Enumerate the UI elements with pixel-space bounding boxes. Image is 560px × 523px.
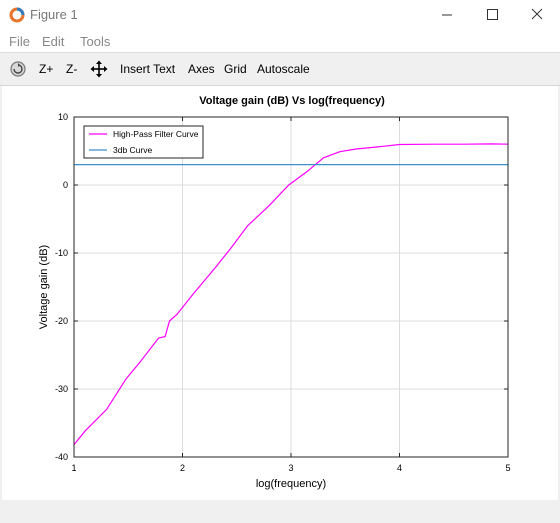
legend-label-3db: 3db Curve <box>113 145 152 155</box>
y-tick-label: -30 <box>55 384 68 394</box>
x-axis-label: log(frequency) <box>256 478 326 490</box>
y-tick-label: -10 <box>55 248 68 258</box>
close-icon <box>531 8 543 20</box>
rotate-icon[interactable] <box>9 60 27 78</box>
x-tick-label: 1 <box>71 463 76 473</box>
y-tick-label: -20 <box>55 316 68 326</box>
close-button[interactable] <box>514 0 560 30</box>
x-tick-label: 2 <box>180 463 185 473</box>
window-title: Figure 1 <box>30 7 78 22</box>
y-tick-label: 0 <box>63 180 68 190</box>
insert-text-button[interactable]: Insert Text <box>120 62 176 76</box>
chart-title: Voltage gain (dB) Vs log(frequency) <box>199 95 385 107</box>
line-chart: 1 2 3 4 5 -40 -30 -20 -10 0 10 Voltage gain (dB) V… <box>38 95 511 490</box>
menu-file[interactable]: File <box>9 34 30 49</box>
legend: High-Pass Filter Curve 3db Curve <box>83 125 204 159</box>
y-axis-label: Voltage gain (dB) <box>38 245 50 329</box>
menu-edit[interactable]: Edit <box>42 34 65 49</box>
grid-lines <box>74 117 508 457</box>
maximize-icon <box>487 9 498 20</box>
y-tick-label: -40 <box>55 452 68 462</box>
zoom-out-button[interactable]: Z- <box>66 62 78 76</box>
axis-ticks: 1 2 3 4 5 -40 -30 -20 -10 0 10 <box>55 112 511 473</box>
x-tick-label: 3 <box>288 463 293 473</box>
zoom-in-button[interactable]: Z+ <box>39 62 54 76</box>
legend-label-high-pass: High-Pass Filter Curve <box>113 129 199 139</box>
y-tick-label: 10 <box>58 112 68 122</box>
axes-button[interactable]: Axes <box>188 62 215 76</box>
autoscale-button[interactable]: Autoscale <box>257 62 310 76</box>
menu-bar: File Edit Tools <box>0 30 560 52</box>
x-tick-label: 5 <box>505 463 510 473</box>
figure-canvas[interactable]: 1 2 3 4 5 -40 -30 -20 -10 0 10 Voltage gain (dB) V… <box>2 86 558 500</box>
x-tick-label: 4 <box>397 463 402 473</box>
series-line-high-pass <box>73 143 509 446</box>
window-titlebar: Figure 1 <box>0 0 560 30</box>
pan-arrows-icon[interactable] <box>90 60 108 78</box>
series-group <box>73 143 509 446</box>
grid-button[interactable]: Grid <box>224 62 247 76</box>
octave-logo-icon <box>9 7 25 23</box>
figure-toolbar: Z+ Z- Insert Text Axes Grid Autoscale <box>0 52 560 86</box>
menu-tools[interactable]: Tools <box>80 34 111 49</box>
status-bar <box>0 500 560 523</box>
maximize-button[interactable] <box>469 0 515 30</box>
minimize-button[interactable] <box>424 0 470 30</box>
legend-box <box>83 125 204 159</box>
minimize-icon <box>442 14 452 16</box>
